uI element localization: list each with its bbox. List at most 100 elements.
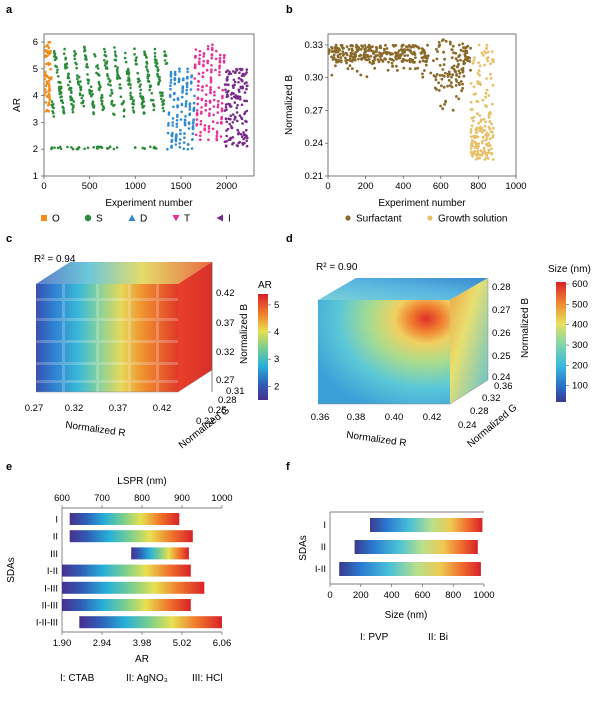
- scatter-points-a: [44, 40, 249, 151]
- data-point-O: [44, 73, 48, 77]
- data-point-surfactant: [458, 71, 462, 75]
- data-point-S: [132, 99, 135, 102]
- data-point-surfactant: [442, 38, 445, 42]
- data-point-T: [214, 57, 218, 61]
- data-point-surfactant: [397, 49, 401, 52]
- legend-marker-growth: [427, 215, 433, 221]
- data-point-T: [216, 103, 220, 106]
- data-point-surfactant: [396, 51, 400, 54]
- data-point-growth: [487, 141, 491, 145]
- data-point-I: [236, 128, 239, 132]
- legend-text-e-3: III: HCl: [192, 673, 223, 684]
- data-point-I: [237, 76, 241, 80]
- data-point-I: [242, 131, 245, 134]
- y-tick-label-b: 0.30: [305, 73, 324, 84]
- data-point-surfactant: [330, 55, 333, 59]
- x-tick-label-a: 1000: [125, 181, 146, 192]
- data-point-S: [59, 81, 62, 85]
- data-point-surfactant: [369, 49, 373, 52]
- data-point-S: [155, 147, 158, 150]
- category-label-e: III: [50, 549, 58, 560]
- data-point-D: [178, 70, 181, 73]
- data-point-S: [158, 91, 162, 94]
- data-point-O: [44, 54, 47, 57]
- data-point-S: [113, 113, 116, 116]
- data-point-T: [208, 99, 212, 103]
- data-point-surfactant: [362, 53, 366, 57]
- panel-d: d R² = 0.90 0.28 0.27 0.26 0.25 0.24 Nor…: [286, 233, 591, 450]
- z-tick-c-2: 0.37: [216, 318, 235, 329]
- data-point-surfactant: [357, 57, 360, 61]
- data-point-surfactant: [459, 48, 463, 52]
- axis-ticks-a: 0 500 1000 1500 2000 1 2 3 4 5 6: [33, 37, 237, 192]
- x-axis-label-c: Normalized R: [65, 420, 127, 439]
- data-point-growth: [490, 152, 494, 156]
- data-point-surfactant: [379, 58, 383, 61]
- x-tick-c-3: 0.37: [109, 403, 128, 414]
- data-point-surfactant: [342, 52, 345, 55]
- y-tick-label-b: 0.21: [305, 171, 324, 182]
- data-point-growth: [482, 117, 486, 121]
- data-point-growth: [485, 88, 489, 92]
- data-point-S: [67, 83, 70, 87]
- data-point-surfactant: [399, 48, 403, 51]
- data-point-D: [192, 108, 196, 112]
- data-point-S: [149, 145, 152, 149]
- data-point-surfactant: [415, 44, 418, 48]
- data-point-growth: [477, 121, 480, 125]
- data-point-growth: [483, 50, 486, 53]
- x-axis-label-a: Experiment number: [105, 198, 193, 209]
- data-point-O: [44, 65, 46, 69]
- data-point-S: [73, 57, 77, 61]
- data-point-surfactant: [421, 48, 425, 51]
- data-point-T: [204, 104, 207, 107]
- data-point-S: [161, 106, 165, 110]
- data-point-surfactant: [396, 69, 399, 72]
- data-point-T: [217, 99, 220, 103]
- data-point-D: [174, 136, 178, 140]
- data-point-S: [127, 73, 130, 76]
- data-point-T: [206, 59, 209, 63]
- data-point-S: [151, 98, 155, 102]
- data-point-surfactant: [455, 95, 458, 98]
- data-point-surfactant: [455, 73, 458, 77]
- data-point-O: [47, 50, 50, 54]
- colorbar-label-c: AR: [258, 280, 272, 291]
- data-point-surfactant: [408, 59, 412, 62]
- colorbar-tick-d: 200: [572, 360, 588, 371]
- data-point-growth: [471, 154, 474, 158]
- data-point-surfactant: [457, 97, 461, 101]
- data-point-D: [169, 81, 173, 84]
- colorbar-tick-c: 2: [274, 381, 279, 392]
- data-point-I: [226, 69, 229, 72]
- data-point-D: [171, 131, 174, 135]
- data-point-surfactant: [387, 51, 391, 55]
- data-point-surfactant: [333, 49, 337, 53]
- data-point-D: [176, 98, 180, 101]
- data-point-T: [218, 56, 222, 60]
- data-point-I: [231, 113, 235, 116]
- category-label-f: I-II: [315, 564, 326, 575]
- data-point-T: [206, 47, 210, 51]
- data-point-surfactant: [426, 43, 429, 47]
- data-point-surfactant: [334, 58, 338, 62]
- data-point-growth: [469, 82, 473, 85]
- data-point-S: [98, 88, 101, 92]
- data-point-O: [44, 90, 48, 94]
- data-point-O: [46, 95, 50, 99]
- data-point-surfactant: [371, 45, 374, 49]
- data-point-S: [64, 56, 67, 60]
- data-point-I: [228, 122, 231, 126]
- data-point-T: [202, 55, 205, 58]
- data-point-D: [189, 81, 193, 85]
- data-point-surfactant: [365, 75, 369, 79]
- data-point-I: [226, 75, 229, 79]
- data-point-S: [87, 82, 90, 85]
- data-point-surfactant: [435, 73, 439, 76]
- data-point-S: [102, 106, 106, 110]
- range-bar-e: [79, 616, 222, 629]
- data-point-growth: [485, 134, 489, 138]
- data-point-surfactant: [450, 56, 454, 60]
- data-point-S: [119, 95, 123, 99]
